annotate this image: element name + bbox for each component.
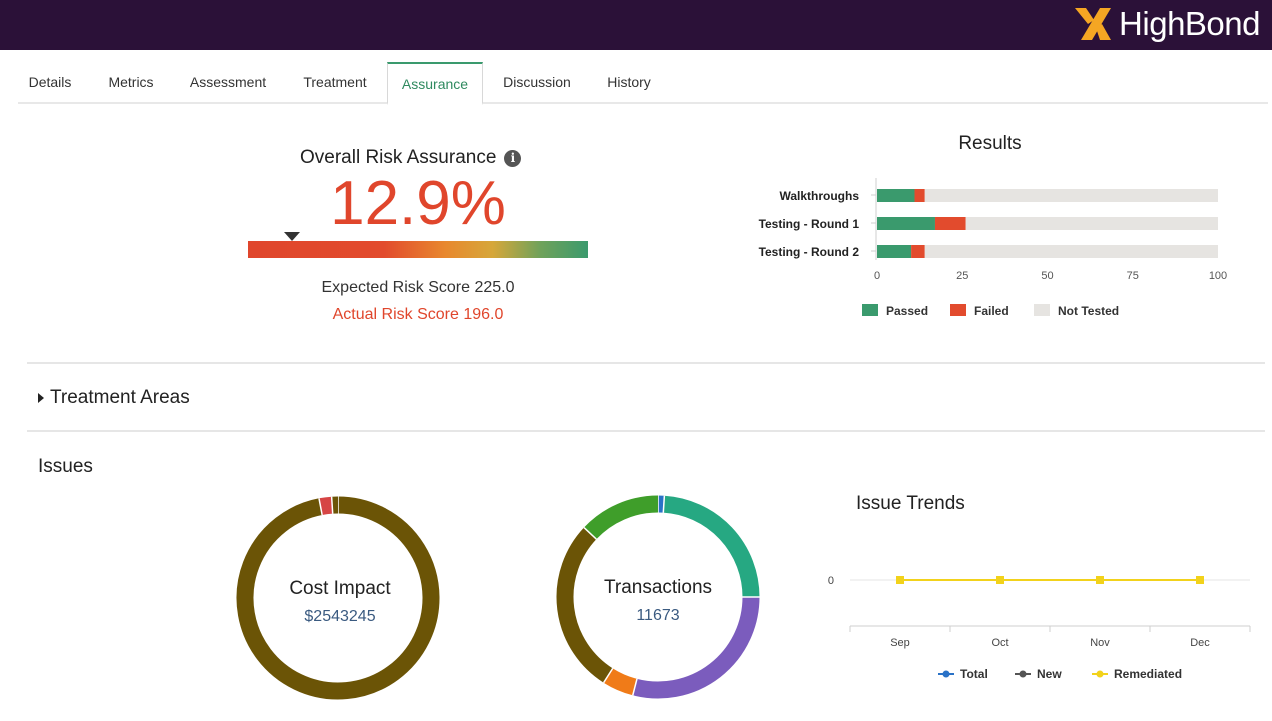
risk-gauge-bar: [248, 241, 588, 258]
cost-impact-slice[interactable]: [236, 496, 440, 700]
actual-risk-score: Actual Risk Score 196.0: [332, 306, 504, 323]
trends-legend-label[interactable]: New: [1037, 667, 1062, 681]
trends-point-remediated[interactable]: [1096, 576, 1104, 584]
results-legend-label[interactable]: Passed: [886, 304, 928, 318]
transactions-slice[interactable]: [584, 495, 659, 540]
transactions-slice-separator: [602, 667, 614, 684]
results-bar-not-tested[interactable]: [965, 217, 1218, 230]
tab-assessment[interactable]: Assessment: [189, 74, 267, 90]
caret-right-icon: [38, 393, 44, 403]
cost-impact-slice-separator: [330, 496, 334, 514]
transactions-slice-separator: [583, 526, 597, 540]
results-bar-passed[interactable]: [877, 245, 912, 258]
assurance-percentage: 12.9%: [330, 169, 506, 238]
tab-metrics[interactable]: Metrics: [108, 74, 154, 90]
results-bar-not-tested[interactable]: [924, 245, 1218, 258]
results-bar-failed[interactable]: [911, 245, 925, 258]
results-bar-not-tested[interactable]: [924, 189, 1218, 202]
tab-treatment[interactable]: Treatment: [303, 74, 367, 90]
transactions-slice-separator: [632, 678, 638, 696]
tab-assurance[interactable]: Assurance: [387, 62, 483, 105]
results-bar-passed[interactable]: [877, 217, 935, 230]
cost-impact-donut: [236, 496, 440, 700]
results-x-tick-label: 0: [874, 270, 880, 282]
brand-name: HighBond: [1119, 5, 1260, 42]
section-divider: [27, 362, 1265, 364]
results-legend-label[interactable]: Not Tested: [1058, 304, 1119, 318]
trends-x-tick-label: Oct: [991, 637, 1008, 649]
brand-logo[interactable]: HighBond: [1073, 4, 1260, 44]
results-chart: Walkthroughs Testing - Round 1 Testing - R…: [759, 178, 1227, 318]
trends-x-tick-label: Dec: [1190, 637, 1210, 649]
cost-impact-value: $2543245: [304, 608, 376, 625]
results-legend-label[interactable]: Failed: [974, 304, 1009, 318]
transactions-donut: [556, 495, 760, 699]
trends-legend-marker: [1019, 670, 1027, 678]
issue-trends-chart: 0 Sep Oct Nov Dec Total New Remediated: [828, 575, 1251, 681]
transactions-slice[interactable]: [556, 527, 613, 683]
tab-bar: Details Metrics Assessment Treatment Ass…: [18, 62, 1268, 105]
results-bar-passed[interactable]: [877, 189, 915, 202]
treatment-areas-label: Treatment Areas: [50, 387, 190, 408]
transactions-slice[interactable]: [632, 596, 760, 699]
issues-title: Issues: [38, 456, 93, 477]
legend-swatch: [1034, 304, 1050, 316]
section-divider: [27, 430, 1265, 432]
tab-history[interactable]: History: [607, 74, 651, 90]
results-category-label: Testing - Round 2: [759, 245, 860, 259]
issue-trends-title: Issue Trends: [856, 493, 965, 514]
cost-impact-label: Cost Impact: [289, 578, 391, 599]
trends-y-tick-label: 0: [828, 575, 834, 587]
trends-x-tick-label: Nov: [1090, 637, 1110, 649]
highbond-x-logo-icon: [1075, 8, 1112, 40]
tab-discussion[interactable]: Discussion: [503, 74, 571, 90]
transactions-slice[interactable]: [603, 668, 638, 696]
results-x-tick-label: 50: [1041, 270, 1053, 282]
trends-point-remediated[interactable]: [1196, 576, 1204, 584]
results-x-tick-label: 75: [1127, 270, 1139, 282]
overall-risk-assurance-label: Overall Risk Assurance: [300, 147, 497, 168]
results-bar-failed[interactable]: [914, 189, 925, 202]
treatment-areas-toggle[interactable]: Treatment Areas: [38, 387, 190, 409]
trends-x-tick-label: Sep: [890, 637, 910, 649]
overall-risk-assurance-title: Overall Risk Assurance i: [300, 147, 522, 169]
legend-swatch: [862, 304, 878, 316]
cost-impact-slice[interactable]: [318, 496, 333, 516]
results-category-label: Testing - Round 1: [759, 217, 860, 231]
transactions-label: Transactions: [603, 577, 713, 598]
trends-point-remediated[interactable]: [996, 576, 1004, 584]
trends-point-remediated[interactable]: [896, 576, 904, 584]
results-bar-failed[interactable]: [934, 217, 966, 230]
cost-impact-slice-separator: [318, 498, 323, 516]
trends-legend-label[interactable]: Total: [960, 667, 988, 681]
tab-details[interactable]: Details: [28, 74, 72, 90]
results-x-tick-label: 25: [956, 270, 968, 282]
top-bar: HighBond: [0, 0, 1272, 50]
info-icon[interactable]: i: [504, 149, 522, 167]
transactions-value: 11673: [636, 607, 680, 624]
results-title: Results: [958, 133, 1022, 154]
results-category-label: Walkthroughs: [779, 189, 859, 203]
trends-legend-marker: [1096, 670, 1104, 678]
legend-swatch: [950, 304, 966, 316]
transactions-slice-separator: [662, 495, 666, 513]
transactions-slice[interactable]: [663, 495, 760, 598]
trends-legend-label[interactable]: Remediated: [1114, 667, 1182, 681]
expected-risk-score: Expected Risk Score 225.0: [321, 279, 515, 296]
gauge-marker-icon: [283, 232, 300, 241]
trends-legend-marker: [942, 670, 950, 678]
results-x-tick-label: 100: [1209, 270, 1227, 282]
